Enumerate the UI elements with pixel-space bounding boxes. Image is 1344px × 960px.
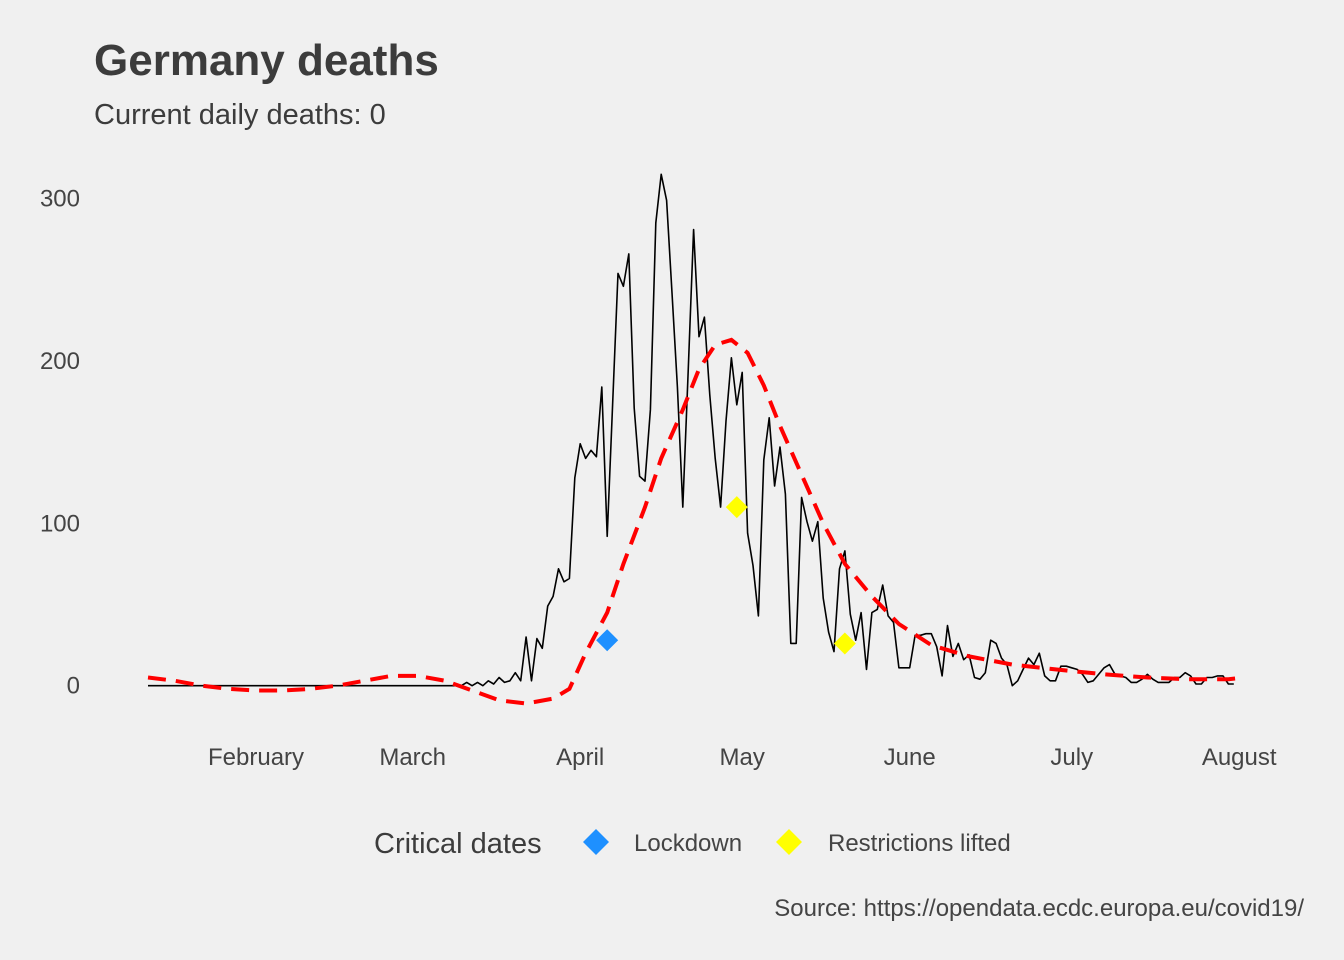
trend-line xyxy=(147,337,1245,706)
x-tick-label: February xyxy=(208,744,304,771)
restrictions-lifted-marker xyxy=(725,496,748,519)
y-axis: 0 100 200 300 xyxy=(40,186,80,700)
y-tick-label: 200 xyxy=(40,348,80,375)
chart-title: Germany deaths xyxy=(94,36,439,85)
legend-key-restrictions-lifted xyxy=(776,829,802,855)
restrictions-lifted-marker xyxy=(833,632,856,655)
x-tick-label: May xyxy=(720,744,765,771)
lockdown-marker xyxy=(596,629,619,652)
y-tick-label: 100 xyxy=(40,510,80,537)
y-tick-label: 0 xyxy=(67,673,80,700)
plot-area xyxy=(147,173,1245,706)
chart-subtitle: Current daily deaths: 0 xyxy=(94,99,386,131)
x-tick-label: April xyxy=(556,744,604,771)
legend: Critical dates Lockdown Restrictions lif… xyxy=(374,828,1011,860)
daily-deaths-line xyxy=(148,173,1234,687)
x-axis: February March April May June July August xyxy=(208,744,1277,771)
source-caption: Source: https://opendata.ecdc.europa.eu/… xyxy=(774,895,1304,922)
x-tick-label: July xyxy=(1050,744,1093,771)
legend-key-lockdown xyxy=(583,829,609,855)
legend-title: Critical dates xyxy=(374,828,542,860)
legend-label-restrictions-lifted: Restrictions lifted xyxy=(828,830,1011,857)
x-tick-label: August xyxy=(1202,744,1277,771)
y-tick-label: 300 xyxy=(40,186,80,213)
x-tick-label: March xyxy=(379,744,446,771)
x-tick-label: June xyxy=(884,744,936,771)
legend-label-lockdown: Lockdown xyxy=(634,830,742,857)
